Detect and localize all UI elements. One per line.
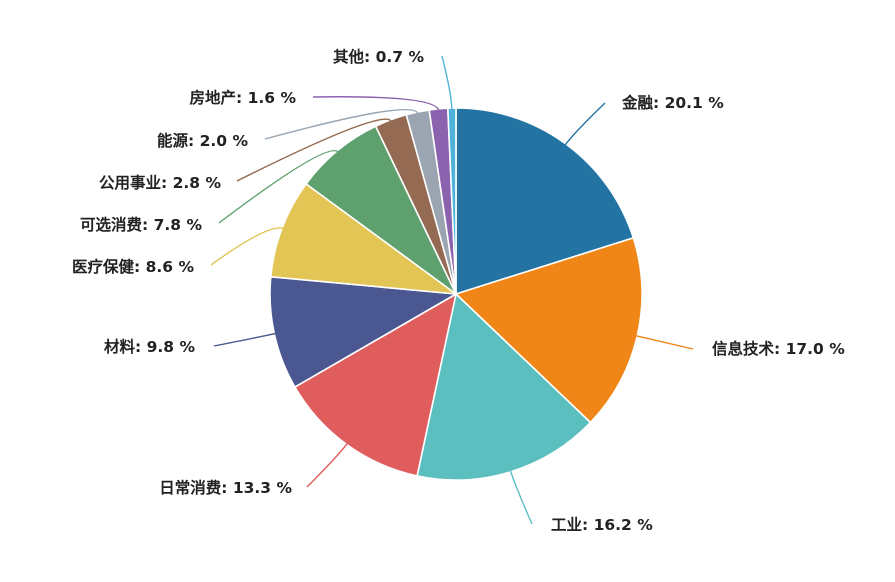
slice-label-0: 金融: 20.1 % [621, 93, 724, 112]
pie-slices [269, 107, 643, 481]
slice-label-1: 信息技术: 17.0 % [712, 339, 845, 358]
slice-label-7: 公用事业: 2.8 % [99, 174, 221, 192]
slice-label-4: 材料: 9.8 % [104, 337, 195, 356]
leader-line-1 [635, 334, 694, 350]
leader-line-10 [441, 55, 453, 111]
leader-line-3 [306, 442, 349, 488]
leader-line-8 [264, 108, 419, 140]
leader-line-7 [236, 118, 393, 182]
slice-label-10: 其他: 0.7 % [333, 47, 424, 66]
leader-line-9 [312, 96, 440, 112]
slice-label-9: 房地产: 1.6 % [190, 88, 297, 107]
label-leader-lines [210, 55, 694, 525]
slice-label-5: 医疗保健: 8.6 % [72, 257, 194, 276]
slice-label-3: 日常消费: 13.3 % [159, 478, 292, 497]
slice-label-2: 工业: 16.2 % [551, 516, 653, 534]
slice-label-6: 可选消费: 7.8 % [80, 215, 202, 234]
leader-line-2 [509, 469, 533, 525]
leader-line-4 [213, 332, 277, 347]
leader-line-5 [210, 227, 285, 266]
leader-line-6 [218, 150, 340, 224]
slice-labels: 金融: 20.1 % 信息技术: 17.0 % 工业: 16.2 % 日常消费: 13… [72, 47, 845, 534]
leader-line-0 [564, 102, 606, 147]
slice-label-8: 能源: 2.0 % [157, 131, 248, 150]
